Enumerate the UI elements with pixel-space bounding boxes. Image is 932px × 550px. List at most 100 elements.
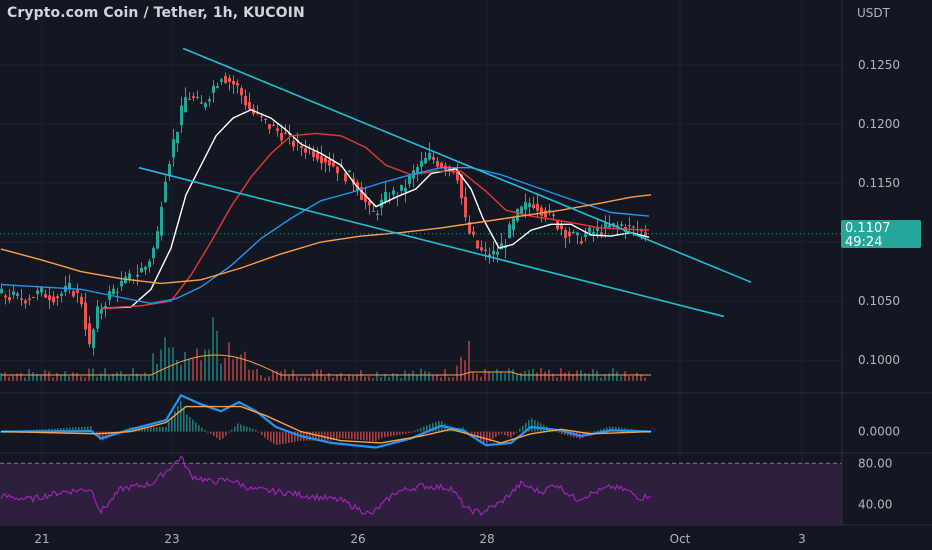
macd-histogram-bar — [414, 430, 416, 432]
macd-histogram-bar — [531, 418, 533, 432]
volume-bar — [624, 371, 626, 381]
volume-bar — [48, 371, 50, 381]
macd-histogram-bar — [57, 428, 59, 432]
volume-bar — [472, 372, 474, 381]
macd-histogram-bar — [345, 431, 347, 439]
volume-bar — [476, 373, 478, 381]
volume-bar — [56, 373, 58, 381]
candle — [560, 224, 563, 230]
macd-histogram-bar — [528, 419, 530, 432]
candle — [556, 221, 559, 230]
trendline — [138, 166, 725, 318]
macd-histogram-bar — [69, 427, 71, 432]
macd-histogram-bar — [207, 431, 209, 433]
macd-histogram-bar — [0, 431, 2, 433]
macd-histogram-bar — [567, 431, 569, 436]
macd-histogram-bar — [507, 431, 509, 437]
time-tick-label: Oct — [670, 532, 691, 546]
candle — [628, 225, 631, 227]
volume-bar — [576, 370, 578, 381]
volume-bar — [8, 376, 10, 381]
volume-bar — [220, 363, 222, 381]
volume-bar — [484, 369, 486, 381]
macd-histogram-bar — [153, 427, 155, 432]
candle — [52, 296, 55, 303]
macd-histogram-bar — [162, 427, 164, 432]
candle — [432, 157, 435, 160]
macd-histogram-bar — [360, 431, 362, 440]
macd-pane[interactable] — [0, 393, 652, 449]
volume-bar — [152, 353, 154, 381]
candle — [360, 186, 363, 200]
moving-average-line — [0, 194, 652, 285]
price-unit: USDT — [857, 6, 890, 20]
macd-histogram-bar — [411, 431, 413, 433]
macd-histogram-bar — [216, 431, 218, 438]
candle — [80, 296, 83, 305]
candle — [40, 287, 43, 293]
moving-average-line — [0, 166, 650, 305]
price-pane[interactable] — [0, 0, 842, 525]
volume-bar — [192, 358, 194, 381]
macd-histogram-bar — [147, 427, 149, 432]
volume-bar — [564, 372, 566, 381]
candle — [424, 158, 427, 164]
macd-histogram-bar — [291, 431, 293, 443]
volume-bar — [280, 371, 282, 381]
volume-bar — [400, 377, 402, 381]
chart-title: Crypto.com Coin / Tether, 1h, KUCOIN — [7, 5, 305, 21]
candle — [172, 139, 175, 158]
time-tick-label: 21 — [34, 532, 49, 546]
macd-histogram-bar — [54, 428, 56, 432]
candle — [284, 132, 287, 134]
candle — [12, 291, 15, 295]
macd-histogram-bar — [477, 431, 479, 439]
time-tick-label: 28 — [479, 532, 494, 546]
macd-histogram-bar — [201, 427, 203, 432]
macd-histogram-bar — [501, 431, 503, 434]
volume-bar — [600, 377, 602, 381]
macd-histogram-bar — [600, 429, 602, 432]
volume-bar — [412, 370, 414, 381]
volume-bar — [456, 365, 458, 381]
volume-bar — [68, 376, 70, 381]
candle — [140, 267, 143, 273]
macd-histogram-bar — [516, 431, 518, 433]
rsi-pane[interactable] — [0, 455, 842, 526]
volume-bar — [148, 374, 150, 381]
candle — [640, 230, 643, 232]
volume-bar — [184, 351, 186, 381]
macd-histogram-bar — [195, 422, 197, 432]
volume-bar — [108, 376, 110, 381]
candle — [292, 140, 295, 147]
macd-histogram-bar — [273, 431, 275, 444]
macd-histogram-bar — [192, 419, 194, 432]
macd-histogram-bar — [198, 425, 200, 432]
candle — [8, 297, 11, 301]
candle — [552, 214, 555, 216]
macd-histogram-bar — [174, 411, 176, 432]
volume-bar — [268, 376, 270, 381]
volume-bar — [396, 373, 398, 381]
macd-histogram-bar — [237, 423, 239, 432]
volume-bar — [556, 377, 558, 381]
candle — [48, 295, 51, 300]
macd-histogram-bar — [423, 426, 425, 432]
macd-histogram-bar — [177, 406, 179, 432]
macd-histogram-bar — [234, 426, 236, 432]
candle — [520, 206, 523, 214]
volume-bar — [324, 376, 326, 381]
volume-bar — [488, 371, 490, 381]
macd-histogram-bar — [150, 427, 152, 432]
macd-histogram-bar — [483, 431, 485, 443]
macd-histogram-bar — [513, 431, 515, 435]
volume-ma-line — [1, 354, 651, 376]
volume-bar — [32, 372, 34, 381]
candle — [368, 200, 371, 206]
candle — [540, 207, 543, 216]
volume-bar — [200, 360, 202, 381]
macd-histogram-bar — [225, 431, 227, 436]
candle — [56, 296, 59, 299]
macd-histogram-bar — [336, 431, 338, 440]
